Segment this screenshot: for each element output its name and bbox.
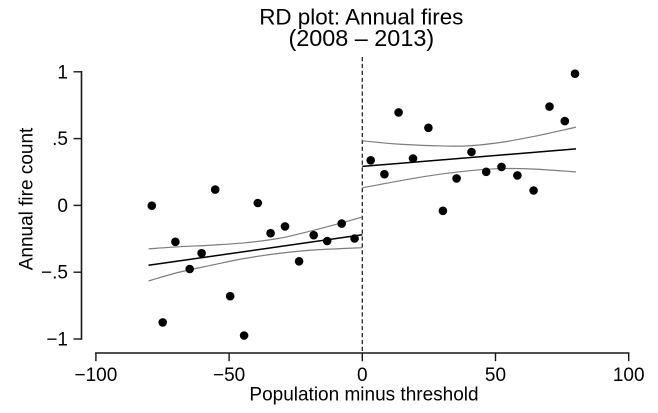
- svg-text:−50: −50: [213, 365, 245, 386]
- svg-text:.5: .5: [52, 129, 68, 150]
- svg-text:Population minus threshold: Population minus threshold: [249, 384, 478, 405]
- svg-text:1: 1: [57, 62, 68, 83]
- svg-text:−1: −1: [46, 330, 68, 351]
- svg-text:0: 0: [357, 365, 368, 386]
- svg-text:−100: −100: [75, 365, 118, 386]
- svg-text:(2008 – 2013): (2008 – 2013): [288, 25, 434, 51]
- svg-text:100: 100: [613, 365, 645, 386]
- svg-text:50: 50: [485, 365, 506, 386]
- svg-text:−.5: −.5: [41, 263, 68, 284]
- svg-text:Annual fire count: Annual fire count: [17, 127, 38, 270]
- svg-text:RD plot: Annual fires: RD plot: Annual fires: [259, 5, 463, 30]
- svg-text:0: 0: [57, 196, 68, 217]
